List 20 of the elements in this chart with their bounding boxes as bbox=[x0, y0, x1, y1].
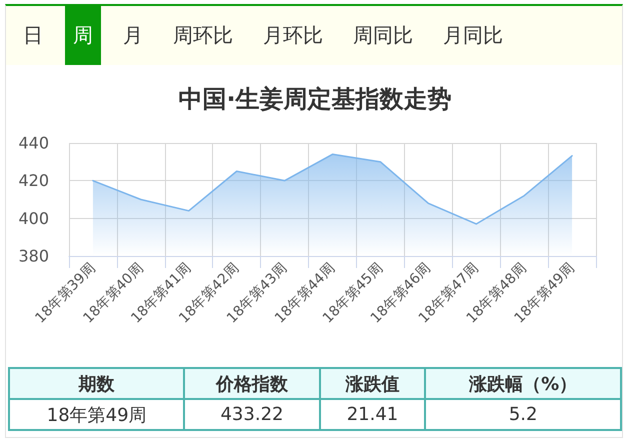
y-tick-label: 380 bbox=[18, 246, 49, 266]
text: 18年第49周 bbox=[9, 399, 184, 430]
text: 周同比 bbox=[353, 22, 413, 49]
y-tick-label: 440 bbox=[18, 134, 49, 152]
text: 月同比 bbox=[443, 22, 503, 49]
text: 21.41 bbox=[320, 399, 426, 430]
text: 433.22 bbox=[184, 399, 320, 430]
text: 月 bbox=[123, 22, 143, 49]
text: 涨跌幅（%） bbox=[425, 368, 621, 399]
text: 期数 bbox=[9, 368, 184, 399]
chart-title: 中国·生姜周定基指数走势 bbox=[178, 85, 452, 113]
text: 价格指数 bbox=[184, 368, 320, 399]
text: 日 bbox=[23, 22, 43, 49]
text: 5.2 bbox=[425, 399, 621, 430]
text: 周环比 bbox=[173, 22, 233, 49]
y-tick-label: 420 bbox=[18, 171, 49, 190]
text: 涨跌值 bbox=[320, 368, 426, 399]
tab-button: 周 bbox=[65, 6, 101, 65]
text: 月环比 bbox=[263, 22, 323, 49]
y-tick-label: 400 bbox=[18, 208, 49, 228]
